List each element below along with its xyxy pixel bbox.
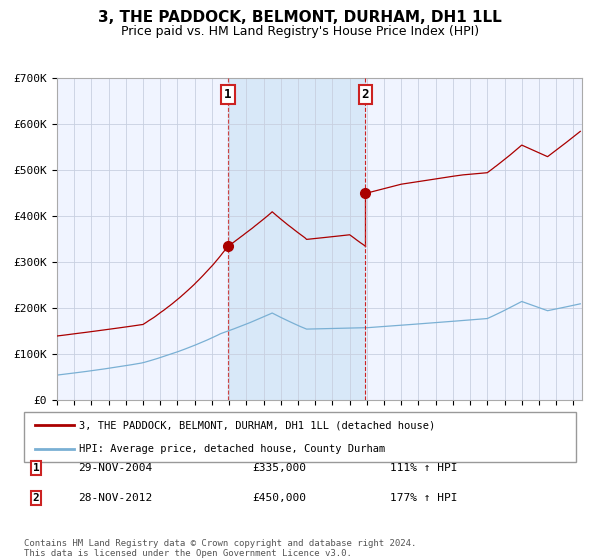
Text: 1: 1 xyxy=(32,463,40,473)
Text: 177% ↑ HPI: 177% ↑ HPI xyxy=(390,493,458,503)
Text: Price paid vs. HM Land Registry's House Price Index (HPI): Price paid vs. HM Land Registry's House … xyxy=(121,25,479,38)
Text: 1: 1 xyxy=(224,88,232,101)
Bar xyxy=(228,78,365,400)
Text: 111% ↑ HPI: 111% ↑ HPI xyxy=(390,463,458,473)
Text: £335,000: £335,000 xyxy=(252,463,306,473)
Text: Contains HM Land Registry data © Crown copyright and database right 2024.: Contains HM Land Registry data © Crown c… xyxy=(24,539,416,548)
Text: 3, THE PADDOCK, BELMONT, DURHAM, DH1 1LL (detached house): 3, THE PADDOCK, BELMONT, DURHAM, DH1 1LL… xyxy=(79,420,436,430)
Text: 2: 2 xyxy=(362,88,369,101)
Text: 3, THE PADDOCK, BELMONT, DURHAM, DH1 1LL: 3, THE PADDOCK, BELMONT, DURHAM, DH1 1LL xyxy=(98,10,502,25)
Text: 29-NOV-2004: 29-NOV-2004 xyxy=(78,463,152,473)
Text: 2: 2 xyxy=(32,493,40,503)
Text: 28-NOV-2012: 28-NOV-2012 xyxy=(78,493,152,503)
Text: This data is licensed under the Open Government Licence v3.0.: This data is licensed under the Open Gov… xyxy=(24,549,352,558)
Text: HPI: Average price, detached house, County Durham: HPI: Average price, detached house, Coun… xyxy=(79,445,385,454)
Text: £450,000: £450,000 xyxy=(252,493,306,503)
